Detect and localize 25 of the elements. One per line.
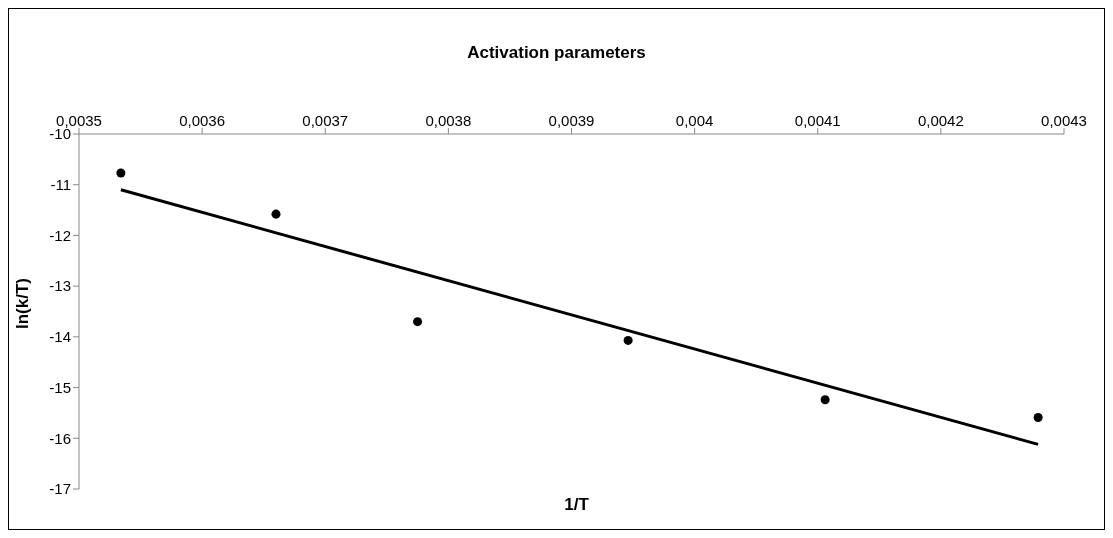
y-tick-label: -17 <box>49 480 71 498</box>
x-tick-label: 0,004 <box>675 112 714 129</box>
x-axis-title: 1/T <box>564 495 589 514</box>
y-tick-label: -16 <box>49 429 71 447</box>
point <box>116 168 126 178</box>
point <box>623 335 633 345</box>
point <box>413 317 423 327</box>
x-tick-label: 0,0038 <box>425 112 472 129</box>
y-tick-label: -15 <box>49 378 71 396</box>
y-tick-label: -14 <box>49 328 71 346</box>
x-tick-label: 0,0042 <box>917 112 964 129</box>
y-axis-title: ln(k/T) <box>13 278 32 329</box>
point <box>271 209 281 219</box>
x-tick-label: 0,0043 <box>1041 112 1087 129</box>
x-tick-label: 0,0039 <box>548 112 595 129</box>
x-tick-label: 0,0041 <box>794 112 841 129</box>
chart-title: Activation parameters <box>466 43 647 63</box>
x-tick-label: 0,0037 <box>302 112 349 129</box>
y-tick-label: -12 <box>49 226 71 244</box>
y-tick-label: -13 <box>49 277 71 295</box>
point <box>820 395 830 405</box>
point <box>1033 412 1043 422</box>
x-tick-label: 0,0035 <box>56 112 102 129</box>
x-tick-label: 0,0036 <box>179 112 226 129</box>
y-tick-label: -11 <box>50 176 71 194</box>
